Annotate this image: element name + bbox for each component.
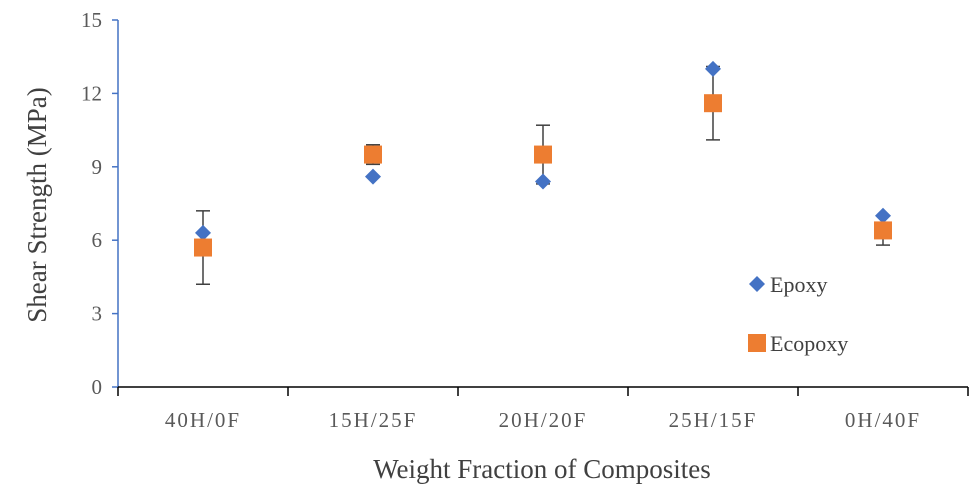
- x-tick-label: 0H/40F: [845, 408, 921, 432]
- legend: Epoxy Ecopoxy: [748, 272, 848, 356]
- ecopoxy-point: [704, 94, 722, 113]
- legend-ecopoxy-marker: [748, 334, 766, 352]
- epoxy-point: [705, 60, 721, 77]
- ecopoxy-point: [364, 145, 382, 164]
- epoxy-point: [365, 168, 381, 185]
- y-tick-label: 9: [92, 155, 103, 179]
- x-axis-title: Weight Fraction of Composites: [373, 454, 711, 484]
- y-tick-label: 0: [92, 375, 103, 399]
- x-tick-label: 20H/20F: [499, 408, 588, 432]
- y-tick-label: 12: [81, 81, 102, 105]
- legend-epoxy-label: Epoxy: [770, 272, 827, 297]
- ecopoxy-point: [874, 221, 892, 240]
- epoxy-point: [195, 224, 211, 241]
- epoxy-point: [875, 207, 891, 224]
- y-axis: 0 3 6 9 12 15: [81, 8, 119, 399]
- y-axis-title: Shear Strength (MPa): [22, 87, 52, 322]
- x-tick-label: 15H/25F: [329, 408, 418, 432]
- ecopoxy-point: [194, 238, 212, 257]
- epoxy-point: [535, 173, 551, 190]
- ecopoxy-point: [534, 145, 552, 164]
- legend-ecopoxy-label: Ecopoxy: [770, 331, 848, 356]
- x-tick-label: 25H/15F: [669, 408, 758, 432]
- y-tick-label: 6: [92, 228, 103, 252]
- x-axis: 40H/0F 15H/25F 20H/20F 25H/15F 0H/40F: [117, 386, 969, 432]
- legend-epoxy-marker: [749, 276, 765, 292]
- y-tick-label: 15: [81, 8, 102, 32]
- data-points: [194, 60, 892, 257]
- y-tick-label: 3: [92, 302, 103, 326]
- x-tick-label: 40H/0F: [165, 408, 241, 432]
